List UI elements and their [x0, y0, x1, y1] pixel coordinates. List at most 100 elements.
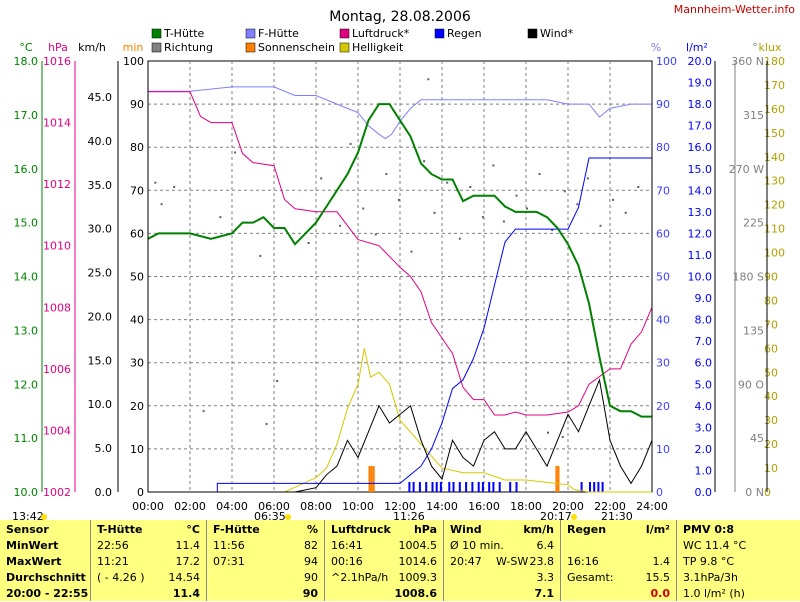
- wind-tick: 15.0: [88, 354, 113, 367]
- unit-label: l/m²: [645, 523, 670, 536]
- avg10-value: 6.4: [536, 539, 555, 552]
- max-time: 16:16: [567, 555, 599, 568]
- row-label: MinWert: [6, 539, 59, 552]
- lux-tick: 120: [764, 199, 785, 212]
- rain-bar: [408, 482, 411, 492]
- rain-bar: [435, 482, 438, 492]
- unit-lux: klux: [759, 41, 782, 54]
- rain-bar: [481, 482, 484, 492]
- rain-tick: 6.0: [695, 357, 713, 370]
- time-tick: 06:00: [258, 500, 290, 513]
- noon-time: 11:26: [393, 510, 425, 520]
- lux-tick: 160: [764, 103, 785, 116]
- rain-bar: [471, 482, 474, 492]
- sunshine-tick: 50: [130, 271, 144, 284]
- unit-hum: %: [651, 41, 661, 54]
- direction-tick: 45: [750, 432, 764, 445]
- min-time: 22:56: [97, 539, 129, 552]
- pressure-tick: 1010: [43, 240, 71, 253]
- sunset-time: 20:17: [540, 510, 572, 520]
- direction-dot: [427, 78, 430, 81]
- legend-label: F-Hütte: [258, 27, 299, 40]
- direction-dot: [624, 211, 627, 214]
- legend-label: T-Hütte: [163, 27, 205, 40]
- sensor-title: Sensor: [6, 523, 49, 536]
- direction-dot: [551, 229, 554, 232]
- humidity-tick: 80: [656, 141, 670, 154]
- lux-tick: 70: [764, 318, 778, 331]
- unit-wind: km/h: [78, 41, 106, 54]
- legend-label: Wind*: [540, 27, 574, 40]
- row-label: MaxWert: [6, 555, 62, 568]
- avg-value: 90: [304, 571, 318, 584]
- site-label[interactable]: Mannheim-Wetter.info: [674, 3, 796, 16]
- last-value: 11.4: [172, 587, 200, 600]
- unit-label: hPa: [413, 523, 437, 536]
- direction-dot: [154, 181, 157, 184]
- direction-dot: [538, 173, 541, 176]
- time-tick: 20:00: [552, 500, 584, 513]
- column-title: Luftdruck: [331, 523, 391, 536]
- lux-tick: 150: [764, 127, 785, 140]
- legend-swatch: [245, 42, 256, 53]
- direction-dot: [276, 379, 279, 382]
- max-time: 11:21: [97, 555, 129, 568]
- lux-tick: 180: [764, 55, 785, 68]
- sunshine-bar: [555, 466, 558, 492]
- avg-value: 1009.3: [398, 571, 438, 584]
- rain-bar: [498, 482, 501, 492]
- direction-dot: [219, 216, 222, 219]
- rain-bar: [589, 482, 591, 492]
- time-tick: 00:00: [132, 500, 164, 513]
- rain-tick: 16.0: [688, 141, 713, 154]
- rain-bar: [597, 482, 600, 492]
- humidity-tick: 60: [656, 227, 670, 240]
- humidity-tick: 20: [656, 400, 670, 413]
- lux-tick: 40: [764, 390, 778, 403]
- rain-tick: 7.0: [695, 335, 713, 348]
- rain-bar: [488, 482, 491, 492]
- pressure-tick: 1006: [43, 363, 71, 376]
- direction-dot: [492, 164, 495, 167]
- temp-tick: 13.0: [14, 324, 39, 337]
- pressure-tick: 1014: [43, 117, 71, 130]
- rain-bar: [601, 482, 604, 492]
- lux-tick: 10: [764, 462, 778, 475]
- row-label: 20:00 - 22:55: [6, 587, 89, 600]
- total-label: Gesamt:: [567, 571, 614, 584]
- pressure-tick: 1016: [43, 55, 71, 68]
- weather-chart: 18.017.016.015.014.013.012.011.010.01016…: [12, 3, 796, 520]
- direction-tick: 360 N: [731, 55, 764, 68]
- rain-bar: [412, 482, 415, 492]
- direction-dot: [385, 173, 388, 176]
- lux-tick: 20: [764, 438, 778, 451]
- legend-swatch: [339, 28, 350, 39]
- lux-tick: 110: [764, 223, 785, 236]
- min-value: 11.4: [175, 539, 201, 552]
- sunshine-tick: 40: [130, 314, 144, 327]
- lux-tick: 140: [764, 151, 785, 164]
- unit-sun: min: [123, 41, 144, 54]
- rain-bar: [439, 482, 442, 492]
- rain-bar: [431, 482, 434, 492]
- temp-tick: 16.0: [14, 163, 39, 176]
- direction-dot: [637, 185, 640, 188]
- lux-tick: 130: [764, 175, 785, 188]
- time-tick: 18:00: [510, 500, 542, 513]
- rain-bar: [465, 482, 468, 492]
- rain-bar: [515, 482, 518, 492]
- sunshine-bar: [372, 466, 375, 492]
- sun-icon: [41, 514, 47, 520]
- rain-tick: 2.0: [695, 443, 713, 456]
- rain-bar: [425, 482, 428, 492]
- legend-label: Helligkeit: [352, 41, 404, 54]
- humidity-tick: 30: [656, 357, 670, 370]
- unit-press: hPa: [48, 41, 68, 54]
- wind-tick: 0.0: [95, 486, 113, 499]
- legend-swatch: [339, 42, 350, 53]
- direction-tick: 90 O: [738, 378, 764, 391]
- sensor-column: Sensor MinWert MaxWert Durchschnitt 20:0…: [0, 520, 90, 601]
- lux-tick: 0: [764, 486, 771, 499]
- direction-dot: [576, 203, 579, 206]
- legend-swatch: [434, 28, 445, 39]
